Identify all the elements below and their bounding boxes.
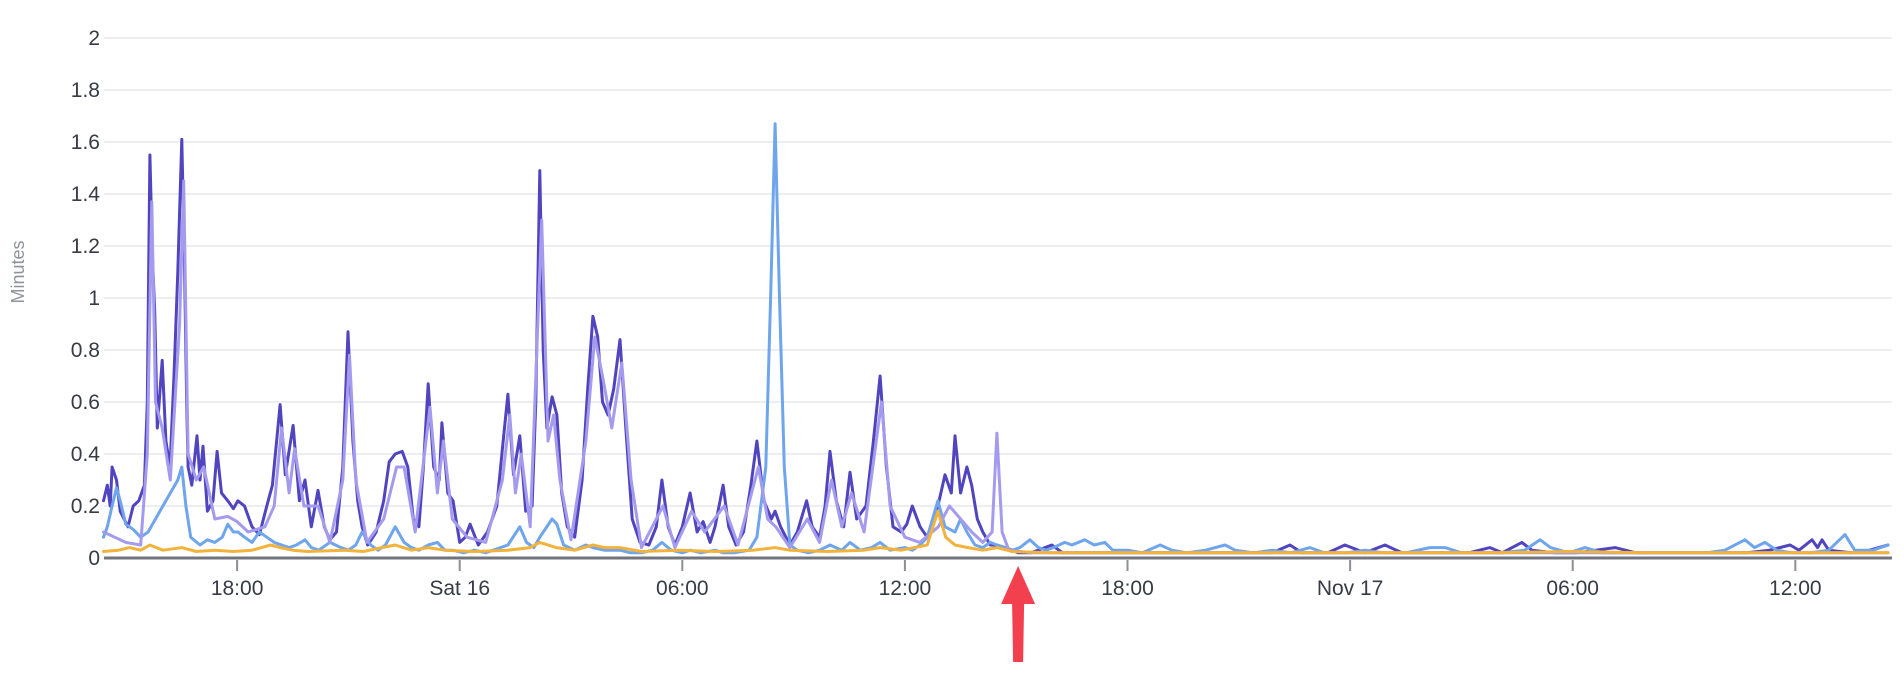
series-line-indigo [102, 137, 1890, 555]
y-tick-label: 0.4 [71, 443, 101, 466]
y-tick-label: 0 [88, 547, 100, 570]
y-tick-label: 2 [88, 27, 100, 50]
series-line-lavender [102, 179, 1890, 555]
series-line-blue [102, 122, 1890, 555]
x-tick-label: Sat 16 [429, 577, 490, 600]
y-tick-label: 1.4 [71, 183, 101, 206]
x-tick-label: 18:00 [211, 577, 264, 600]
series-line-amber [102, 509, 1890, 555]
x-tick-label: 12:00 [1769, 577, 1822, 600]
y-tick-label: 1.2 [71, 235, 100, 258]
y-tick-label: 1.8 [71, 79, 100, 102]
x-tick-label: 18:00 [1101, 577, 1154, 600]
x-tick-label: 06:00 [1546, 577, 1599, 600]
y-tick-label: 0.2 [71, 495, 100, 518]
y-axis-title: Minutes [8, 240, 28, 303]
y-tick-label: 0.8 [71, 339, 100, 362]
x-tick-label: Nov 17 [1317, 577, 1384, 600]
y-tick-label: 1.6 [71, 131, 100, 154]
x-tick-label: 12:00 [879, 577, 932, 600]
red-arrow-annotation [1001, 566, 1036, 662]
y-tick-label: 1 [88, 287, 100, 310]
y-tick-label: 0.6 [71, 391, 100, 414]
x-tick-label: 06:00 [656, 577, 709, 600]
